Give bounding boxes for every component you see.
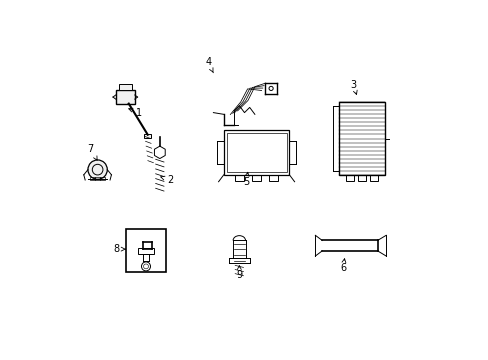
Bar bbox=[234, 175, 244, 181]
Bar bbox=[100, 177, 104, 180]
Bar bbox=[90, 177, 95, 180]
Bar bbox=[345, 175, 353, 181]
Bar bbox=[369, 175, 378, 181]
Bar bbox=[138, 248, 153, 254]
Text: 7: 7 bbox=[87, 144, 97, 160]
Bar bbox=[144, 134, 151, 138]
Text: 6: 6 bbox=[339, 259, 346, 273]
Bar bbox=[118, 84, 132, 90]
Circle shape bbox=[88, 160, 107, 179]
Text: 9: 9 bbox=[236, 266, 242, 280]
Bar bbox=[126, 229, 165, 273]
Bar bbox=[116, 90, 135, 104]
Text: 8: 8 bbox=[113, 244, 125, 254]
Bar bbox=[224, 130, 289, 175]
Bar bbox=[338, 102, 385, 175]
Bar bbox=[269, 175, 278, 181]
Bar bbox=[226, 132, 286, 172]
Bar bbox=[95, 177, 100, 180]
Text: 5: 5 bbox=[243, 172, 249, 187]
Bar bbox=[357, 175, 366, 181]
Text: 3: 3 bbox=[349, 80, 356, 94]
Text: 2: 2 bbox=[161, 175, 173, 185]
Text: 4: 4 bbox=[205, 58, 213, 73]
Text: 1: 1 bbox=[128, 108, 142, 118]
Bar bbox=[252, 175, 261, 181]
